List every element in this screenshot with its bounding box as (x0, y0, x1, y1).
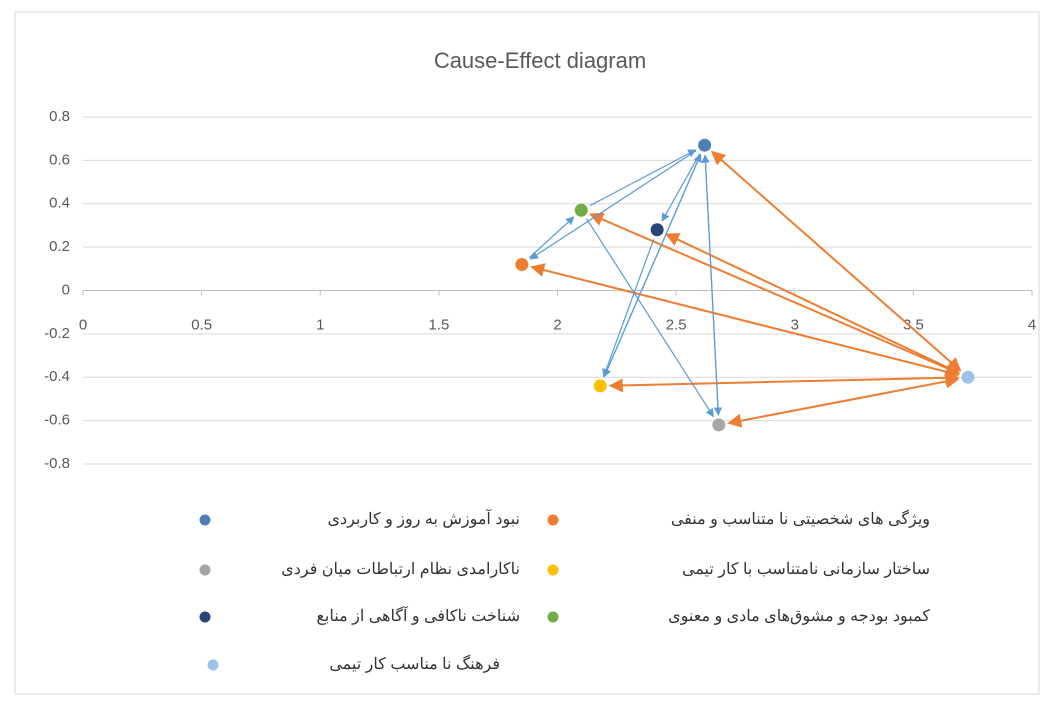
y-tick-label: -0.2 (44, 325, 70, 342)
y-tick-label: -0.4 (44, 368, 70, 385)
legend-marker (548, 565, 559, 576)
legend-label: ویژگی های شخصیتی نا متناسب و منفی (671, 509, 930, 528)
y-tick-label: 0 (62, 281, 70, 298)
y-tick-label: 0.2 (49, 238, 70, 255)
x-tick-label: 1.5 (428, 316, 449, 333)
x-tick-label: 0.5 (191, 316, 212, 333)
legend-marker (200, 612, 211, 623)
point (698, 139, 711, 152)
x-tick-label: 2 (553, 316, 561, 333)
point (594, 379, 607, 392)
x-tick-label: 1 (316, 316, 324, 333)
legend-label: شناخت ناکافی و آگاهی از منابع (316, 605, 520, 625)
point (712, 418, 725, 431)
legend-label: فرهنگ نا مناسب کار تیمی (329, 654, 500, 673)
point (961, 371, 974, 384)
x-tick-label: 3.5 (903, 316, 924, 333)
y-tick-label: 0.6 (49, 151, 70, 168)
legend-marker (208, 660, 219, 671)
x-tick-label: 0 (79, 316, 87, 333)
legend-marker (200, 565, 211, 576)
x-tick-label: 3 (791, 316, 799, 333)
y-tick-label: -0.6 (44, 412, 70, 429)
x-tick-label: 2.5 (666, 316, 687, 333)
legend-marker (200, 515, 211, 526)
point (515, 258, 528, 271)
legend-marker (548, 612, 559, 623)
chart-frame (15, 12, 1039, 694)
y-tick-label: 0.8 (49, 108, 70, 125)
chart: Cause-Effect diagram 0.8 0.6 0.4 0.2 0 -0.2 -0… (0, 0, 1052, 700)
y-tick-label: -0.8 (44, 455, 70, 472)
x-tick-label: 4 (1028, 316, 1036, 333)
legend-label: ساختار سازمانی نامتناسب با کار تیمی (682, 561, 930, 578)
point (651, 223, 664, 236)
point (575, 204, 588, 217)
legend-label: نبود آموزش به روز و کاربردی (327, 508, 520, 528)
legend-label: ناکارامدی نظام ارتباطات میان فردی (281, 561, 520, 578)
legend-label: کمبود بودجه و مشوق‌های مادی و معنوی (668, 608, 930, 625)
y-tick-label: 0.4 (49, 195, 70, 212)
legend-marker (548, 515, 559, 526)
chart-title: Cause-Effect diagram (434, 48, 646, 73)
